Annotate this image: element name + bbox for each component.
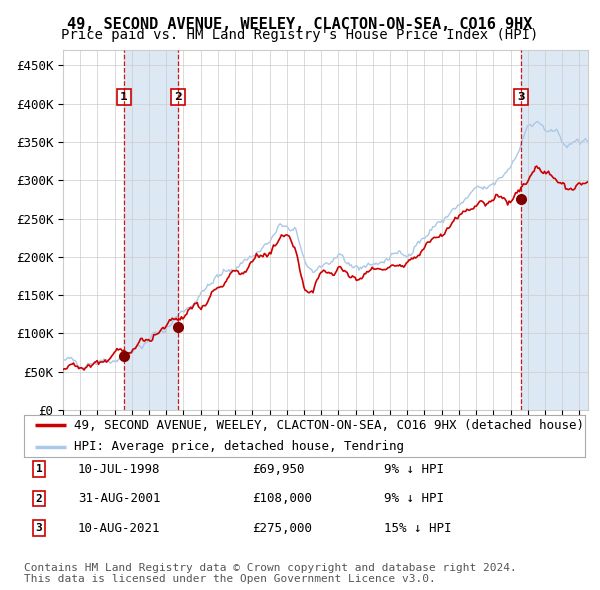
Text: 3: 3 (35, 523, 43, 533)
Text: This data is licensed under the Open Government Licence v3.0.: This data is licensed under the Open Gov… (24, 574, 436, 584)
Text: 9% ↓ HPI: 9% ↓ HPI (384, 492, 444, 505)
Text: 9% ↓ HPI: 9% ↓ HPI (384, 463, 444, 476)
Text: 31-AUG-2001: 31-AUG-2001 (78, 492, 161, 505)
Text: £275,000: £275,000 (252, 522, 312, 535)
Text: 10-JUL-1998: 10-JUL-1998 (78, 463, 161, 476)
Text: 15% ↓ HPI: 15% ↓ HPI (384, 522, 452, 535)
Text: 3: 3 (517, 92, 525, 102)
Text: 1: 1 (35, 464, 43, 474)
Bar (124, 50, 178, 410)
Text: HPI: Average price, detached house, Tendring: HPI: Average price, detached house, Tend… (74, 440, 404, 453)
Text: 49, SECOND AVENUE, WEELEY, CLACTON-ON-SEA, CO16 9HX: 49, SECOND AVENUE, WEELEY, CLACTON-ON-SE… (67, 17, 533, 31)
Text: Contains HM Land Registry data © Crown copyright and database right 2024.: Contains HM Land Registry data © Crown c… (24, 563, 517, 573)
Text: Price paid vs. HM Land Registry's House Price Index (HPI): Price paid vs. HM Land Registry's House … (61, 28, 539, 42)
Text: 10-AUG-2021: 10-AUG-2021 (78, 522, 161, 535)
Bar (521, 50, 588, 410)
Text: 2: 2 (35, 494, 43, 503)
Text: £108,000: £108,000 (252, 492, 312, 505)
Text: 1: 1 (120, 92, 128, 102)
Text: 2: 2 (174, 92, 182, 102)
Text: 49, SECOND AVENUE, WEELEY, CLACTON-ON-SEA, CO16 9HX (detached house): 49, SECOND AVENUE, WEELEY, CLACTON-ON-SE… (74, 419, 584, 432)
Text: £69,950: £69,950 (252, 463, 305, 476)
